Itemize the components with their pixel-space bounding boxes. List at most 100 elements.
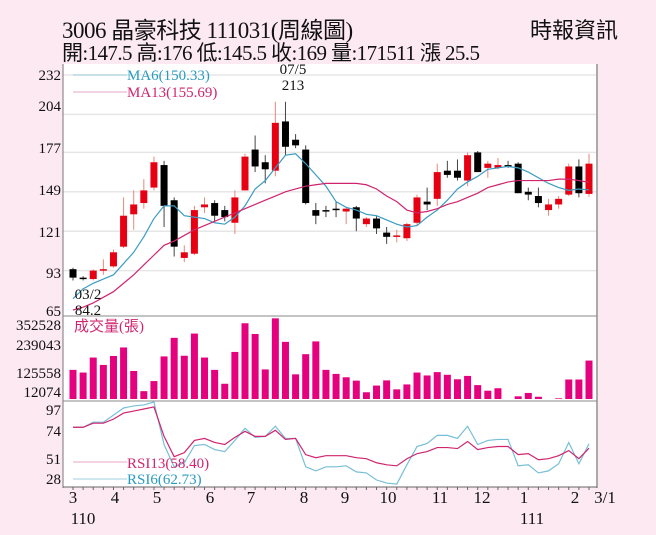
volume-bar (403, 384, 411, 399)
x-label-10: 10 (380, 488, 397, 507)
volume-bar (160, 356, 168, 399)
candle-body (555, 198, 563, 205)
y-tick-204: 204 (39, 99, 62, 115)
volume-bar (575, 379, 583, 399)
candle-body (403, 224, 411, 239)
moving-average-lines (72, 153, 590, 311)
volume-bar (433, 372, 441, 399)
candle-body (362, 218, 370, 225)
candle-body (79, 277, 87, 280)
volume-bar (332, 373, 340, 399)
volume-bar (190, 333, 198, 399)
candle-body (393, 235, 401, 237)
volume-bar (383, 380, 391, 399)
volume-bar (312, 341, 320, 399)
candle-body (453, 170, 461, 178)
volume-bar (484, 390, 492, 399)
ma6-legend: MA6(150.33) (127, 68, 210, 84)
candle-body (180, 252, 188, 258)
candle-body (383, 232, 391, 237)
candle-body (474, 152, 482, 173)
candle-body (373, 218, 381, 229)
candle-body (170, 200, 178, 247)
candle-body (504, 165, 512, 167)
volume-bar (170, 337, 178, 399)
volume-bar (342, 377, 350, 399)
volume-bar (565, 379, 573, 399)
y-tick-121: 121 (39, 225, 62, 241)
candle-body (89, 270, 97, 280)
candle-body (292, 139, 300, 146)
candle-body (231, 197, 239, 223)
candle-body (332, 208, 340, 211)
candle-body (312, 210, 320, 216)
rsi13-line (73, 406, 590, 467)
x-label-11: 11 (432, 488, 448, 507)
volume-bar (231, 351, 239, 399)
candle-body (322, 210, 330, 212)
x-label-2: 2 (571, 488, 580, 507)
candle-body (221, 210, 229, 218)
volume-bar (261, 369, 269, 399)
volume-bar (393, 389, 401, 399)
candle-body (433, 172, 441, 199)
volume-bar (494, 388, 502, 399)
candle-body (271, 122, 279, 171)
volume-bar (120, 347, 128, 399)
volume-bar (292, 374, 300, 399)
candle-body (575, 166, 583, 194)
candle-body (342, 208, 350, 212)
volume-bar (109, 355, 117, 399)
candle-body (524, 191, 532, 195)
low-value-annotation: 84.2 (75, 303, 101, 319)
high-date-annotation: 07/5 (280, 62, 307, 78)
low-date-annotation: 03/2 (75, 287, 102, 303)
candle-body (514, 163, 522, 194)
ma6-line (72, 153, 590, 300)
candle-body (130, 204, 138, 215)
volume-bar (443, 374, 451, 399)
candle-body (150, 162, 158, 188)
x-label-5: 5 (153, 488, 162, 507)
candle-body (534, 196, 542, 204)
candle-body (241, 156, 249, 191)
x-label-3-1: 3/1 (594, 488, 616, 507)
candle-body (120, 215, 128, 247)
y-tick-65: 65 (46, 304, 61, 320)
candle-body (585, 163, 593, 194)
volume-bar (373, 385, 381, 399)
volume-bars (69, 318, 593, 399)
candle-body (109, 252, 117, 267)
vol-tick-239043: 239043 (16, 338, 61, 354)
y-tick-149: 149 (39, 183, 62, 199)
ma13-legend: MA13(155.69) (127, 85, 217, 101)
volume-bar (201, 357, 209, 399)
volume-bar (140, 391, 148, 399)
rsi-lines (73, 401, 590, 485)
rsi-tick-74: 74 (46, 424, 62, 440)
rsi6-legend: RSI6(62.73) (127, 472, 202, 488)
volume-bar (69, 369, 77, 399)
volume-bar (130, 370, 138, 399)
source-label: 時報資訊 (529, 18, 618, 43)
volume-bar (221, 383, 229, 399)
candle-body (494, 165, 502, 168)
volume-bar (302, 354, 310, 399)
x-label-9: 9 (341, 488, 350, 507)
x-label-3: 3 (69, 488, 78, 507)
x-label-1: 1 (520, 488, 529, 507)
candle-body (423, 201, 431, 205)
volume-bar (241, 323, 249, 399)
plot-area (63, 64, 597, 487)
x-label-12: 12 (474, 488, 491, 507)
volume-bar (413, 372, 421, 399)
price-gridlines (63, 74, 597, 272)
volume-bar (89, 357, 97, 399)
x-label-8: 8 (300, 488, 309, 507)
x-year-111: 111 (520, 509, 544, 528)
volume-bar (474, 385, 482, 399)
volume-bar (251, 334, 259, 399)
high-value-annotation: 213 (282, 78, 305, 94)
candle-body (281, 121, 289, 147)
